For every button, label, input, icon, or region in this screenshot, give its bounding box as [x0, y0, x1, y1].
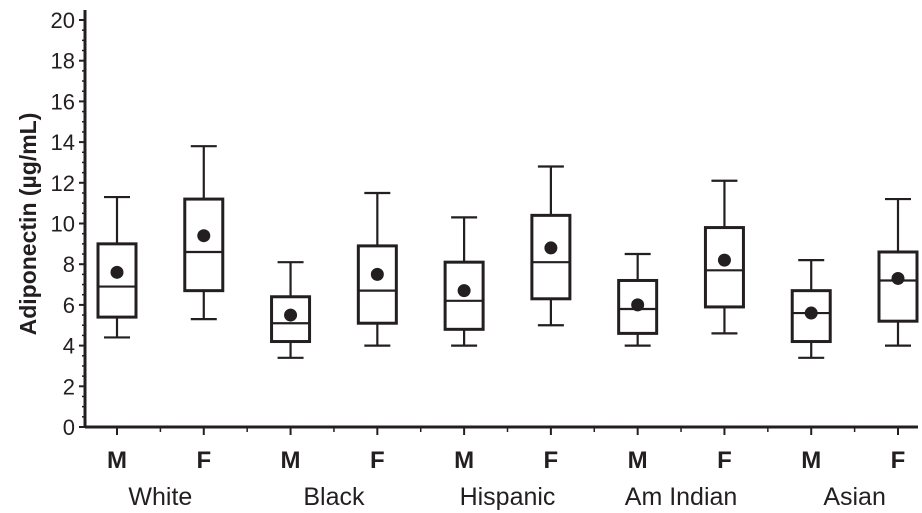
box-plot-asian-m — [790, 259, 832, 359]
iqr-box — [356, 244, 398, 325]
y-tick-label: 16 — [51, 89, 75, 114]
mean-dot — [370, 267, 384, 281]
sex-label: F — [891, 447, 906, 474]
iqr-box — [96, 242, 138, 319]
mean-dot — [457, 284, 471, 298]
mean-dot — [891, 271, 905, 285]
mean-dot — [284, 308, 298, 322]
box-plot-am-indian-f — [703, 179, 745, 335]
y-axis-title: Adiponectin (µg/mL) — [15, 113, 41, 336]
group-label: Asian — [823, 483, 886, 511]
box-plot-hispanic-m — [443, 216, 485, 347]
mean-dot — [544, 241, 558, 255]
y-axis: 0 2 4 6 8 10 12 14 16 18 20 — [51, 8, 87, 440]
y-tick-label: 0 — [63, 415, 75, 440]
y-tick-label: 8 — [63, 252, 75, 277]
group-label: Black — [303, 483, 365, 511]
mean-dot — [717, 253, 731, 267]
sex-label: M — [801, 447, 821, 474]
mean-dot — [197, 229, 211, 243]
sex-label: M — [628, 447, 648, 474]
iqr-box — [703, 226, 745, 309]
y-tick-label: 10 — [51, 212, 75, 237]
box-plot-asian-f — [877, 197, 919, 347]
sex-label: F — [196, 447, 211, 474]
mean-dot — [631, 298, 645, 312]
sex-label: M — [281, 447, 301, 474]
iqr-box — [183, 197, 225, 293]
y-tick-label: 18 — [51, 49, 75, 74]
y-tick-label: 12 — [51, 171, 75, 196]
y-tick-label: 4 — [63, 334, 75, 359]
mean-dot — [804, 306, 818, 320]
box-plot-black-m — [270, 261, 312, 359]
iqr-box — [877, 250, 919, 323]
group-label: Hispanic — [460, 483, 556, 511]
iqr-box — [530, 213, 572, 301]
sex-label: M — [107, 447, 127, 474]
group-label: White — [128, 483, 192, 511]
box-plot-hispanic-f — [530, 165, 572, 327]
y-tick-label: 2 — [63, 374, 75, 399]
y-tick-label: 6 — [63, 293, 75, 318]
sex-label: F — [717, 447, 732, 474]
sex-label: M — [454, 447, 474, 474]
iqr-box — [270, 295, 312, 344]
box-plot-white-m — [96, 195, 138, 339]
y-tick-label: 20 — [51, 8, 75, 33]
sex-label: F — [370, 447, 385, 474]
iqr-box — [790, 289, 832, 344]
group-label: Am Indian — [625, 483, 738, 511]
box-plot-black-f — [356, 191, 398, 347]
sex-label: F — [544, 447, 559, 474]
box-plot-white-f — [183, 145, 225, 321]
y-tick-label: 14 — [51, 130, 75, 155]
plot-area — [96, 145, 919, 359]
mean-dot — [110, 265, 124, 279]
box-plot-am-indian-m — [617, 252, 659, 347]
